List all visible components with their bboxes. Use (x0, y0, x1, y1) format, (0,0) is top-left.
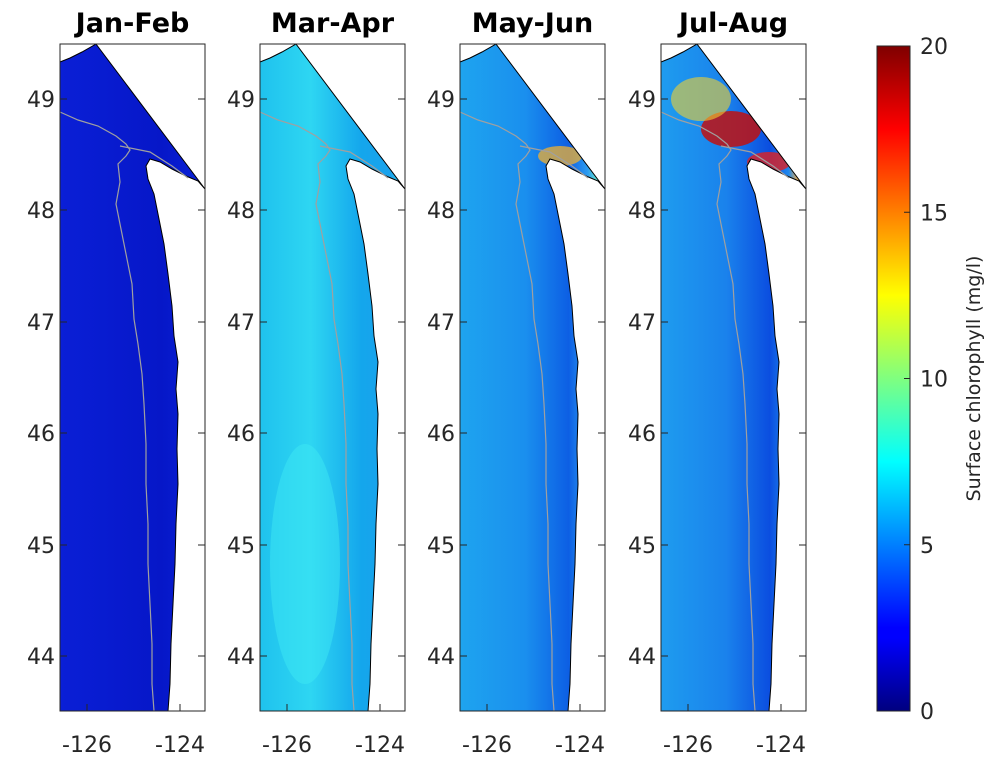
lat-tick-label: 48 (227, 199, 255, 224)
panel-frame (459, 43, 606, 712)
lat-tick-label: 47 (628, 311, 656, 336)
map-panel-1: Jan-Feb 49 48 47 46 45 44 -126 -124 (27, 8, 206, 758)
lat-tick-label: 45 (227, 534, 255, 559)
lat-tick-label: 44 (227, 645, 255, 670)
lat-tick-label: 45 (628, 534, 656, 559)
lat-tick-label: 48 (27, 199, 55, 224)
land-mask (459, 43, 606, 712)
bloom-patch (270, 444, 340, 684)
lat-tick-label: 49 (227, 88, 255, 113)
bloom-patch (671, 77, 731, 121)
lat-tick-label: 46 (628, 422, 656, 447)
panel-title: Jul-Aug (677, 8, 788, 39)
lat-tick-label: 46 (427, 422, 455, 447)
lat-tick-label: 48 (628, 199, 656, 224)
lon-tick-label: -126 (62, 733, 112, 758)
panel-frame (259, 43, 406, 712)
lat-tick-label: 49 (27, 88, 55, 113)
colorbar-label: Surface chlorophyll (mg/l) (963, 256, 985, 502)
colorbar-tick-label: 0 (920, 700, 934, 725)
lat-tick-label: 49 (427, 88, 455, 113)
panel-frame (660, 43, 807, 712)
lon-tick-label: -124 (355, 733, 405, 758)
colorbar-tick-label: 15 (920, 201, 948, 226)
lon-tick-label: -126 (663, 733, 713, 758)
colorbar-tick-label: 20 (920, 35, 948, 60)
isobath-line (259, 111, 355, 712)
isobath-line (720, 145, 790, 179)
panel-title: Mar-Apr (271, 8, 395, 39)
lat-tick-label: 45 (27, 534, 55, 559)
lat-tick-label: 44 (427, 645, 455, 670)
map-panel-3: May-Jun 49 48 47 46 45 44 -126 -124 (427, 8, 606, 758)
lat-tick-label: 49 (628, 88, 656, 113)
lon-tick-label: -124 (756, 733, 806, 758)
panel-title: May-Jun (472, 8, 594, 39)
isobath-line (119, 145, 189, 179)
lat-tick-label: 46 (27, 422, 55, 447)
lat-tick-label: 45 (427, 534, 455, 559)
lat-tick-label: 44 (27, 645, 55, 670)
isobath-line (319, 145, 389, 179)
panel-title: Jan-Feb (74, 8, 190, 39)
isobath-line (519, 145, 589, 179)
lat-tick-label: 47 (427, 311, 455, 336)
lat-tick-label: 48 (427, 199, 455, 224)
lat-tick-label: 47 (27, 311, 55, 336)
lon-tick-label: -126 (262, 733, 312, 758)
bloom-patch (701, 111, 761, 147)
lat-tick-label: 44 (628, 645, 656, 670)
map-panel-4: Jul-Aug 49 48 47 46 45 44 -126 -124 (628, 8, 807, 758)
map-panel-2: Mar-Apr 49 48 47 46 45 44 -126 -124 (227, 8, 406, 758)
lat-tick-label: 47 (227, 311, 255, 336)
land-mask (59, 43, 206, 712)
panel-frame (59, 43, 206, 712)
colorbar-tick-label: 5 (920, 534, 934, 559)
lon-tick-label: -126 (462, 733, 512, 758)
colorbar: 20 15 10 5 0 Surface chlorophyll (mg/l) (876, 35, 985, 725)
lat-tick-label: 46 (227, 422, 255, 447)
lon-tick-label: -124 (155, 733, 205, 758)
isobath-line (59, 111, 155, 712)
isobath-line (459, 111, 555, 712)
isobath-line (660, 111, 756, 712)
lon-tick-label: -124 (555, 733, 605, 758)
colorbar-tick-label: 10 (920, 368, 948, 393)
land-mask (660, 43, 807, 712)
